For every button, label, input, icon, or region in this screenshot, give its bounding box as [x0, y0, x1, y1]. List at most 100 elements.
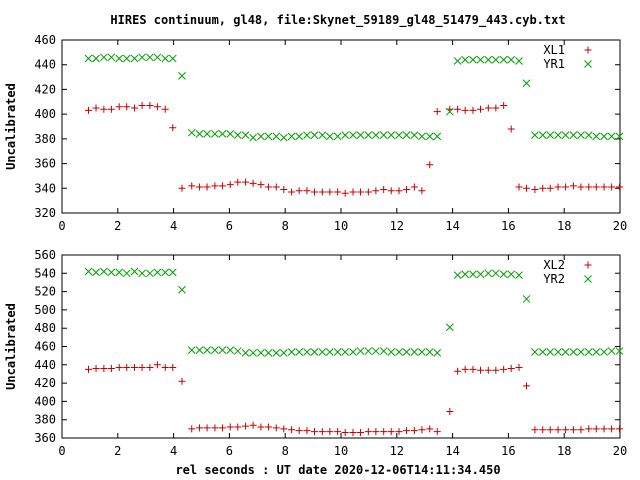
data-point	[226, 181, 234, 189]
data-point	[608, 425, 616, 433]
data-point	[115, 54, 124, 63]
data-point	[178, 377, 186, 385]
data-point	[325, 348, 334, 356]
data-point	[577, 183, 585, 191]
data-point	[203, 130, 211, 138]
data-point	[395, 348, 403, 356]
data-point	[607, 347, 616, 355]
data-point	[538, 131, 547, 140]
data-point	[178, 71, 186, 80]
data-point	[218, 424, 226, 432]
data-point	[600, 183, 608, 191]
data-point	[562, 426, 570, 434]
data-point	[546, 184, 554, 192]
data-point	[153, 268, 162, 277]
y-tick-label: 400	[34, 107, 56, 121]
x-tick-label: 4	[170, 219, 177, 233]
data-point	[500, 365, 508, 373]
data-point	[364, 131, 373, 140]
data-point	[131, 364, 139, 372]
data-point	[249, 421, 257, 429]
data-point	[242, 178, 250, 186]
data-point	[138, 53, 146, 62]
data-point	[279, 349, 288, 357]
data-point	[395, 187, 403, 195]
data-point	[402, 131, 411, 140]
data-point	[615, 347, 624, 355]
x-tick-label: 14	[445, 444, 459, 458]
x-tick-label: 18	[557, 444, 571, 458]
chart-title: HIRES continuum, gl48, file:Skynet_59189…	[110, 13, 565, 28]
data-point	[403, 186, 411, 194]
data-point	[203, 346, 211, 355]
data-point	[600, 348, 608, 356]
data-point	[615, 425, 623, 433]
data-point	[203, 183, 211, 191]
data-point	[295, 348, 304, 356]
y-tick-label: 320	[34, 206, 56, 220]
data-point	[433, 349, 442, 357]
data-point	[418, 426, 426, 434]
data-point	[161, 105, 169, 113]
data-point	[295, 132, 304, 141]
data-point	[107, 364, 115, 372]
x-tick-label: 8	[282, 219, 289, 233]
data-point	[349, 429, 357, 437]
data-point	[418, 187, 426, 195]
data-point	[403, 427, 411, 435]
x-tick-label: 6	[226, 219, 233, 233]
y-tick-label: 440	[34, 58, 56, 72]
data-point	[333, 132, 342, 141]
x-tick-label: 14	[445, 219, 459, 233]
data-point	[288, 188, 296, 196]
data-point	[461, 55, 470, 64]
y-tick-label: 380	[34, 132, 56, 146]
data-point	[241, 131, 250, 140]
data-point	[507, 55, 516, 64]
data-point	[372, 187, 380, 195]
data-point	[115, 103, 123, 111]
data-point	[515, 271, 523, 279]
data-point	[522, 295, 531, 303]
data-point	[310, 428, 318, 436]
data-point	[356, 347, 365, 355]
data-point	[410, 183, 418, 191]
data-point	[188, 182, 196, 190]
data-point	[379, 347, 388, 355]
data-point	[318, 348, 327, 356]
data-point	[372, 131, 380, 140]
data-point	[554, 183, 562, 191]
data-point	[161, 268, 170, 277]
data-point	[168, 268, 177, 277]
data-point	[318, 188, 326, 196]
data-point	[107, 53, 116, 62]
data-point	[122, 54, 131, 63]
y-tick-label: 500	[34, 303, 56, 317]
data-point	[123, 103, 131, 111]
data-point	[272, 132, 281, 141]
data-point	[131, 104, 139, 112]
data-point	[531, 186, 539, 194]
data-point	[592, 183, 600, 191]
data-point	[446, 407, 454, 415]
data-point	[569, 426, 577, 434]
data-point	[287, 348, 296, 356]
data-point	[349, 131, 357, 140]
data-point	[326, 188, 334, 196]
data-point	[264, 349, 273, 357]
data-point	[203, 424, 211, 432]
data-point	[310, 188, 318, 196]
legend-label: XL2	[543, 258, 565, 272]
data-point	[418, 348, 426, 356]
y-tick-label: 460	[34, 33, 56, 47]
data-point	[334, 428, 342, 436]
data-point	[234, 423, 242, 431]
data-point	[592, 348, 601, 356]
data-point	[92, 54, 100, 63]
data-point	[461, 270, 470, 279]
data-point	[92, 104, 100, 112]
data-point	[531, 348, 539, 356]
data-point	[615, 183, 623, 191]
x-tick-label: 10	[334, 444, 348, 458]
